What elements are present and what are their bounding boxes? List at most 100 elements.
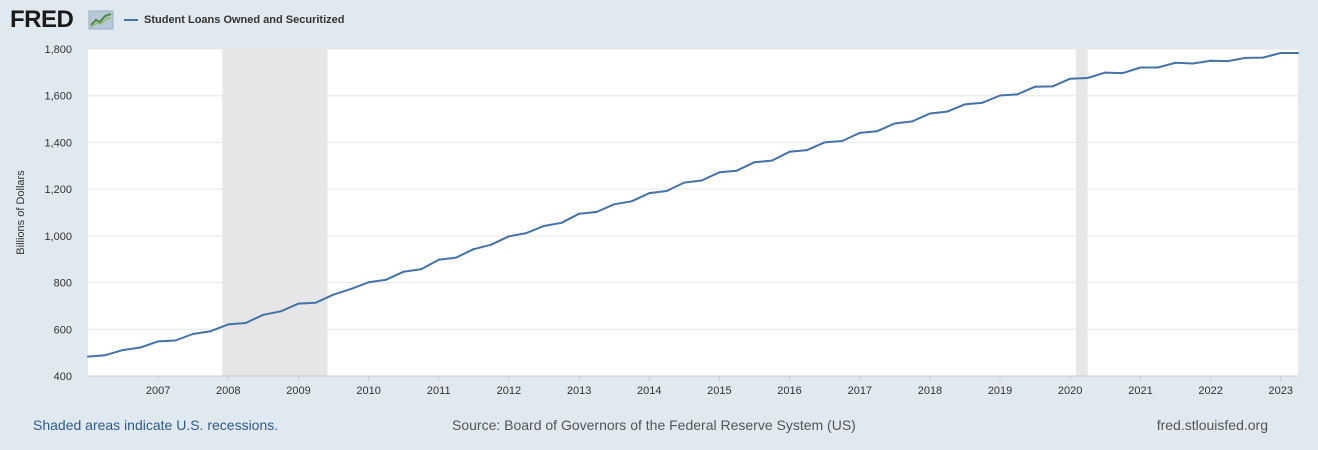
legend-series-label: Student Loans Owned and Securitized bbox=[144, 14, 345, 26]
data-point[interactable] bbox=[262, 313, 265, 316]
data-point[interactable] bbox=[630, 200, 633, 203]
data-point[interactable] bbox=[700, 179, 703, 182]
data-point[interactable] bbox=[1279, 51, 1282, 54]
data-point[interactable] bbox=[683, 181, 686, 184]
data-point[interactable] bbox=[121, 349, 124, 352]
data-point[interactable] bbox=[806, 149, 809, 152]
y-tick-label: 400 bbox=[54, 371, 72, 383]
data-point[interactable] bbox=[735, 169, 738, 172]
x-tick-label: 2018 bbox=[918, 385, 942, 397]
data-point[interactable] bbox=[1033, 85, 1036, 88]
data-point[interactable] bbox=[87, 355, 89, 358]
data-point[interactable] bbox=[191, 332, 194, 335]
data-point[interactable] bbox=[1104, 71, 1107, 74]
data-point[interactable] bbox=[244, 321, 247, 324]
x-tick-label: 2011 bbox=[427, 385, 451, 397]
recession-note-link[interactable]: Shaded areas indicate U.S. recessions. bbox=[33, 417, 279, 433]
line-chart[interactable]: 400 600 800 1,000 1,200 1,400 1,600 1,800 2007 20… bbox=[0, 40, 1318, 400]
data-point[interactable] bbox=[1244, 56, 1247, 59]
source-text: Source: Board of Governors of the Federa… bbox=[452, 417, 856, 433]
data-point[interactable] bbox=[1226, 60, 1229, 63]
x-tick-label: 2017 bbox=[848, 385, 872, 397]
data-point[interactable] bbox=[648, 192, 651, 195]
data-point[interactable] bbox=[1086, 76, 1089, 79]
data-point[interactable] bbox=[542, 225, 545, 228]
data-point[interactable] bbox=[349, 287, 352, 290]
data-point[interactable] bbox=[525, 232, 528, 235]
data-point[interactable] bbox=[314, 301, 317, 304]
data-point[interactable] bbox=[928, 112, 931, 115]
data-point[interactable] bbox=[1121, 72, 1124, 75]
data-point[interactable] bbox=[209, 330, 212, 333]
data-point[interactable] bbox=[753, 161, 756, 164]
data-point[interactable] bbox=[1209, 59, 1212, 62]
fred-chart-icon bbox=[88, 10, 114, 30]
data-point[interactable] bbox=[1191, 62, 1194, 65]
series-line[interactable] bbox=[87, 52, 1298, 358]
data-point[interactable] bbox=[876, 130, 879, 133]
data-point[interactable] bbox=[946, 110, 949, 113]
data-point[interactable] bbox=[841, 140, 844, 143]
y-tick-label: 1,200 bbox=[44, 184, 72, 196]
data-point[interactable] bbox=[227, 323, 230, 326]
data-point[interactable] bbox=[402, 270, 405, 273]
data-point[interactable] bbox=[1297, 51, 1299, 54]
data-point[interactable] bbox=[297, 302, 300, 305]
data-point[interactable] bbox=[718, 171, 721, 174]
x-tick-label: 2015 bbox=[707, 385, 731, 397]
data-point[interactable] bbox=[174, 339, 177, 342]
data-point[interactable] bbox=[1262, 56, 1265, 59]
data-point[interactable] bbox=[858, 131, 861, 134]
data-point[interactable] bbox=[139, 346, 142, 349]
data-point[interactable] bbox=[490, 243, 493, 246]
data-point[interactable] bbox=[279, 310, 282, 313]
data-point[interactable] bbox=[665, 190, 668, 193]
x-tick-label: 2013 bbox=[567, 385, 591, 397]
data-point[interactable] bbox=[1016, 93, 1019, 96]
recession-shade bbox=[222, 49, 328, 376]
data-point[interactable] bbox=[472, 248, 475, 251]
data-point[interactable] bbox=[384, 278, 387, 281]
data-point[interactable] bbox=[578, 212, 581, 215]
data-point[interactable] bbox=[999, 94, 1002, 97]
x-tick-label: 2022 bbox=[1198, 385, 1222, 397]
x-tick-label: 2007 bbox=[146, 385, 170, 397]
fred-logo[interactable]: FRED bbox=[10, 6, 74, 33]
data-point[interactable] bbox=[823, 141, 826, 144]
x-tick-label: 2016 bbox=[777, 385, 801, 397]
data-point[interactable] bbox=[770, 159, 773, 162]
data-point[interactable] bbox=[420, 268, 423, 271]
site-text: fred.stlouisfed.org bbox=[1156, 417, 1268, 433]
x-tick-label: 2021 bbox=[1128, 385, 1152, 397]
y-tick-label: 1,400 bbox=[44, 137, 72, 149]
data-point[interactable] bbox=[1156, 66, 1159, 69]
y-axis-title: Billions of Dollars bbox=[15, 170, 27, 255]
data-point[interactable] bbox=[1069, 77, 1072, 80]
data-point[interactable] bbox=[332, 293, 335, 296]
data-point[interactable] bbox=[367, 281, 370, 284]
data-point[interactable] bbox=[595, 211, 598, 214]
data-point[interactable] bbox=[560, 221, 563, 224]
data-point[interactable] bbox=[981, 101, 984, 104]
data-point[interactable] bbox=[893, 122, 896, 125]
data-point[interactable] bbox=[1139, 66, 1142, 69]
data-point[interactable] bbox=[612, 203, 615, 206]
data-point[interactable] bbox=[104, 354, 107, 357]
x-tick-label: 2014 bbox=[637, 385, 661, 397]
chart-header: FRED Student Loans Owned and Securitized bbox=[0, 0, 1318, 44]
x-tick-label: 2020 bbox=[1058, 385, 1082, 397]
y-tick-label: 1,600 bbox=[44, 91, 72, 103]
data-point[interactable] bbox=[437, 258, 440, 261]
chart-area: 400 600 800 1,000 1,200 1,400 1,600 1,800 2007 20… bbox=[0, 40, 1318, 400]
data-point[interactable] bbox=[1051, 85, 1054, 88]
y-tick-label: 800 bbox=[54, 278, 72, 290]
data-point[interactable] bbox=[455, 256, 458, 259]
data-point[interactable] bbox=[157, 340, 160, 343]
data-point[interactable] bbox=[507, 235, 510, 238]
data-point[interactable] bbox=[1174, 61, 1177, 64]
y-tick-label: 600 bbox=[54, 324, 72, 336]
y-tick-label: 1,000 bbox=[44, 231, 72, 243]
data-point[interactable] bbox=[963, 103, 966, 106]
data-point[interactable] bbox=[911, 120, 914, 123]
data-point[interactable] bbox=[788, 150, 791, 153]
